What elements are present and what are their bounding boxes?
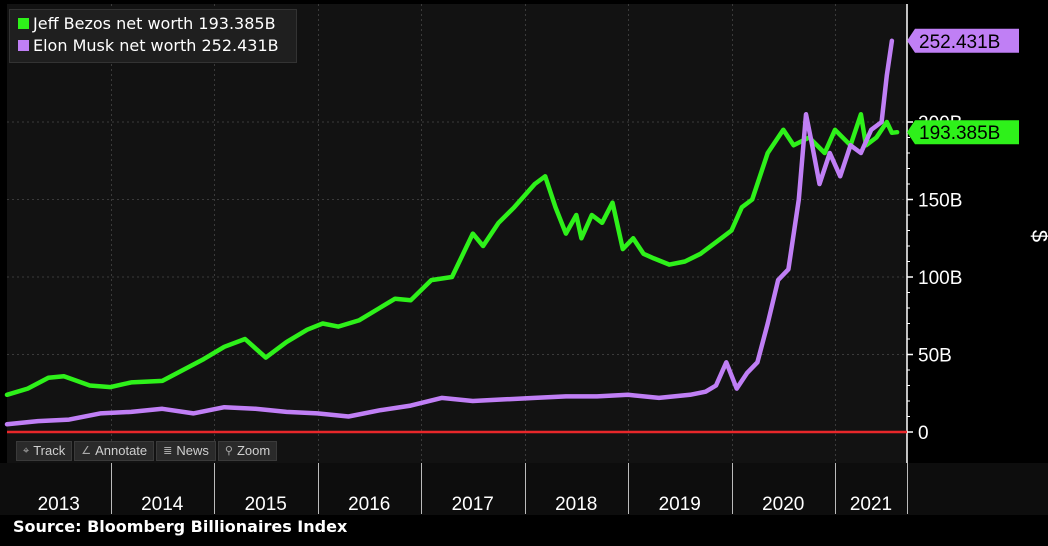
x-tick-label: 2020: [762, 494, 804, 515]
legend-label-bezos: Jeff Bezos net worth 193.385B: [33, 13, 276, 33]
legend-item-bezos[interactable]: Jeff Bezos net worth 193.385B: [18, 13, 276, 33]
x-tick-label: 2021: [850, 494, 892, 515]
series-line-musk: [4, 38, 895, 427]
x-tick-label: 2014: [141, 494, 184, 515]
x-axis-band: [0, 463, 1048, 515]
news-icon: ≣: [163, 445, 173, 457]
zoom-button[interactable]: ⚲ Zoom: [217, 441, 278, 461]
y-tick-label: 150B: [918, 191, 962, 212]
x-tick-label: 2013: [38, 494, 80, 515]
y-axis-title: $: [1027, 230, 1048, 242]
y-axis-area: [907, 4, 1048, 463]
x-tick-label: 2017: [452, 494, 494, 515]
pencil-icon: ∠: [81, 445, 92, 457]
legend-item-musk[interactable]: Elon Musk net worth 252.431B: [18, 35, 279, 55]
x-tick-label: 2019: [659, 494, 701, 515]
last-value-tag-bezos: 193.385B: [907, 120, 1019, 145]
plot-area: [7, 4, 907, 463]
magnifier-icon: ⚲: [224, 445, 233, 457]
last-value-tag-bg: [907, 120, 1019, 145]
x-tick-label: 2016: [348, 494, 390, 515]
y-tick-label: 50B: [918, 346, 952, 367]
x-tick-label: 2015: [245, 494, 287, 515]
chart-toolbar: ⌖ Track ∠ Annotate ≣ News ⚲ Zoom: [16, 441, 278, 461]
legend: Jeff Bezos net worth 193.385B Elon Musk …: [9, 9, 297, 63]
crosshair-icon: ⌖: [23, 445, 30, 457]
news-label: News: [176, 443, 209, 458]
x-tick-label: 2018: [555, 494, 597, 515]
legend-swatch-musk: [18, 39, 29, 51]
zoom-label: Zoom: [236, 443, 271, 458]
legend-label-musk: Elon Musk net worth 252.431B: [33, 35, 279, 55]
track-button[interactable]: ⌖ Track: [16, 441, 73, 461]
last-value-label: 193.385B: [919, 123, 1000, 144]
annotate-button[interactable]: ∠ Annotate: [74, 441, 155, 461]
last-value-tag-musk: 252.431B: [907, 28, 1019, 53]
series-line-bezos: [4, 112, 900, 398]
last-value-label: 252.431B: [919, 32, 1000, 53]
last-value-tag-bg: [907, 28, 1019, 53]
track-label: Track: [33, 443, 66, 458]
annotate-label: Annotate: [95, 443, 148, 458]
news-button[interactable]: ≣ News: [156, 441, 216, 461]
y-tick-label: 100B: [918, 268, 962, 289]
y-tick-label: 0: [918, 423, 929, 444]
source-note: Source: Bloomberg Billionaires Index: [13, 517, 348, 536]
legend-swatch-bezos: [18, 17, 29, 29]
